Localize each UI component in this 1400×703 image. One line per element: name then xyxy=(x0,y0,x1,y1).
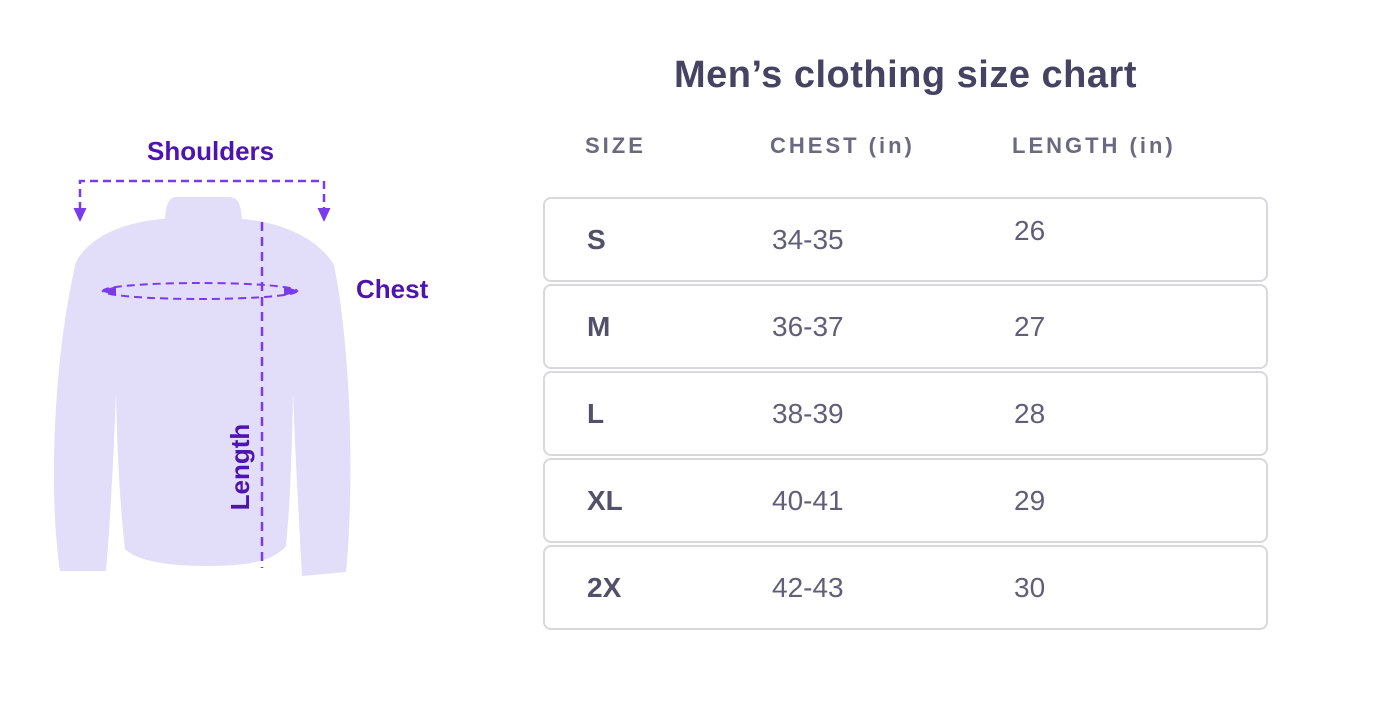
shoulders-arrow-right-icon xyxy=(317,208,331,222)
size-cell: L xyxy=(587,397,605,429)
size-table: S 34-35 26 M 36-37 27 L 38-39 28 XL 40-4… xyxy=(543,197,1268,632)
length-cell: 30 xyxy=(1014,571,1046,603)
chest-arrow-right-icon xyxy=(284,286,299,296)
length-cell: 27 xyxy=(1014,310,1046,342)
shirt-diagram xyxy=(53,179,351,576)
table-row: XL 40-41 29 xyxy=(543,458,1268,543)
column-header-chest: CHEST (in) xyxy=(770,133,915,158)
length-cell: 26 xyxy=(1014,214,1046,246)
chest-cell: 38-39 xyxy=(772,397,844,429)
table-row: L 38-39 28 xyxy=(543,371,1268,456)
length-cell: 29 xyxy=(1014,484,1046,516)
size-cell: XL xyxy=(587,484,623,516)
length-cell: 28 xyxy=(1014,397,1046,429)
chest-label: Chest xyxy=(356,274,429,304)
chest-cell: 40-41 xyxy=(772,484,844,516)
size-cell: 2X xyxy=(587,571,622,603)
chest-cell: 36-37 xyxy=(772,310,844,342)
page-title: Men’s clothing size chart xyxy=(674,54,1137,96)
size-cell: M xyxy=(587,310,611,342)
shoulders-arrow-left-icon xyxy=(73,208,87,222)
chest-cell: 34-35 xyxy=(772,223,844,255)
shoulders-measure-line xyxy=(78,179,326,210)
shirt-shape xyxy=(53,197,351,576)
size-cell: S xyxy=(587,223,606,255)
chest-arrow-left-icon xyxy=(101,286,116,296)
chest-cell: 42-43 xyxy=(772,571,844,603)
shoulders-label: Shoulders xyxy=(147,136,275,166)
table-row: S 34-35 26 xyxy=(543,197,1268,282)
column-header-length: LENGTH (in) xyxy=(1012,133,1176,158)
table-row: M 36-37 27 xyxy=(543,284,1268,369)
length-label: Length xyxy=(225,423,255,511)
column-header-size: SIZE xyxy=(585,133,646,158)
table-header: SIZE CHEST (in) LENGTH (in) xyxy=(543,133,1268,159)
table-row: 2X 42-43 30 xyxy=(543,545,1268,630)
